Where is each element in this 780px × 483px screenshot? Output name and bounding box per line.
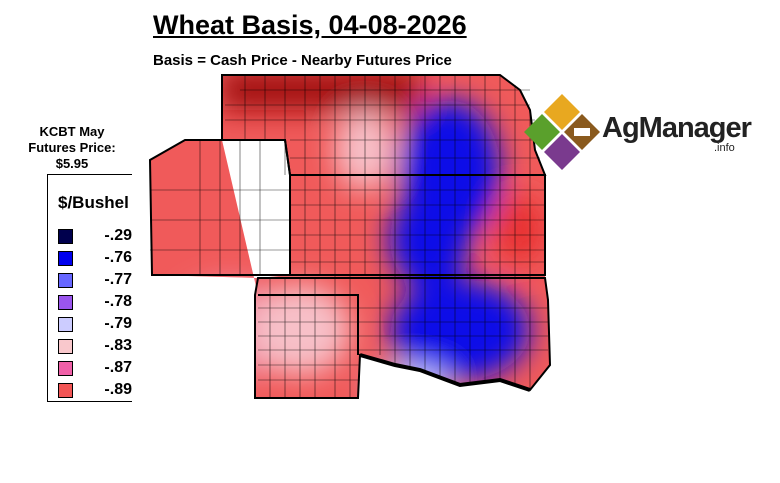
- legend-value: -.79: [104, 315, 132, 332]
- legend-swatch: [58, 339, 73, 354]
- legend-item: -.77: [58, 271, 132, 289]
- legend-value: -.89: [104, 381, 132, 398]
- legend-swatch: [58, 273, 73, 288]
- legend-swatch: [58, 295, 73, 310]
- agmanager-logo: AgManager .info: [524, 92, 754, 172]
- legend-value: -.83: [104, 337, 132, 354]
- legend-swatch: [58, 317, 73, 332]
- legend-item: -.78: [58, 293, 132, 311]
- legend-value: -.87: [104, 359, 132, 376]
- map-title: Wheat Basis, 04-08-2026: [153, 10, 467, 40]
- map-subtitle: Basis = Cash Price - Nearby Futures Pric…: [153, 52, 452, 69]
- legend-item: -.87: [58, 359, 132, 377]
- legend-value: -.77: [104, 271, 132, 288]
- legend-swatch: [58, 361, 73, 376]
- legend-swatch: [58, 229, 73, 244]
- legend-value: -.76: [104, 249, 132, 266]
- texas-panhandle-border: [258, 294, 359, 355]
- legend-item: -.29: [58, 227, 132, 245]
- legend-title: $/Bushel: [58, 193, 129, 212]
- legend-value: -.78: [104, 293, 132, 310]
- legend-value: -.29: [104, 227, 132, 244]
- logo-suffix: .info: [714, 142, 735, 154]
- legend-item: -.89: [58, 381, 132, 399]
- legend: $/Bushel -.29 -.76 -.77 -.78 -.79 -.83 -…: [47, 174, 132, 402]
- logo-name: AgManager: [602, 112, 752, 144]
- legend-item: -.76: [58, 249, 132, 267]
- legend-swatch: [58, 251, 73, 266]
- county-borders: [148, 74, 552, 399]
- legend-item: -.83: [58, 337, 132, 355]
- agmanager-diamond-icon: [524, 94, 600, 170]
- legend-item: -.79: [58, 315, 132, 333]
- futures-price-label: KCBT May Futures Price: $5.95: [28, 124, 116, 171]
- legend-swatch: [58, 383, 73, 398]
